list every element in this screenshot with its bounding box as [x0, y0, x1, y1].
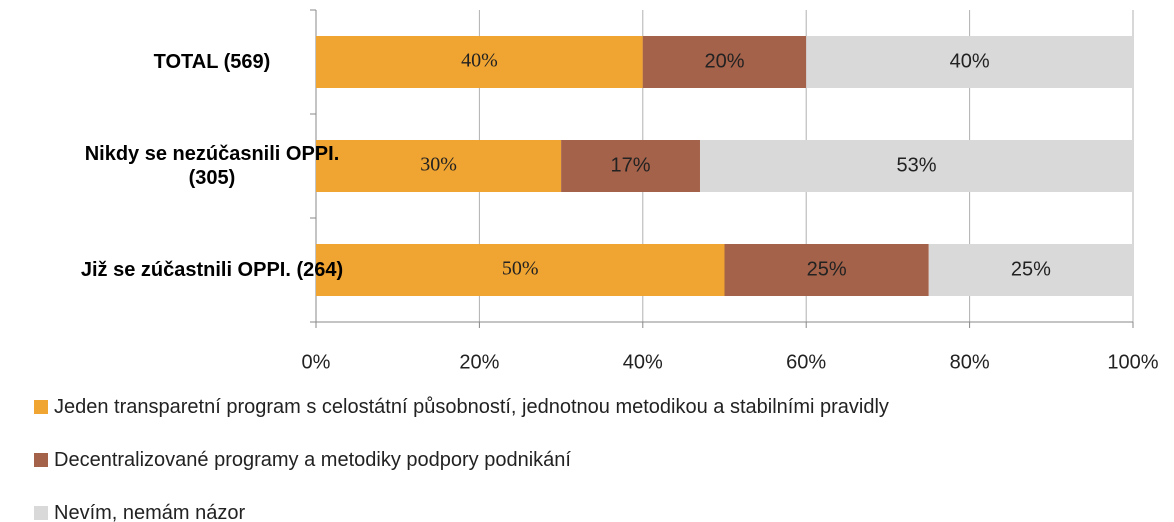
bar-segment [699, 140, 1133, 192]
legend-swatch [34, 400, 48, 414]
category-label: TOTAL (569) [153, 51, 271, 73]
value-label: 40% [950, 50, 990, 72]
legend-label: Nevím, nemám názor [54, 501, 246, 522]
value-label: 25% [1011, 258, 1051, 280]
legend-swatch [34, 506, 48, 520]
value-label: 30% [420, 154, 457, 176]
value-label: 25% [807, 258, 847, 280]
value-label: 53% [896, 154, 936, 176]
legend-label: Jeden transparetní program s celostátní … [54, 395, 889, 418]
x-tick-label: 0% [302, 351, 331, 373]
value-label: 20% [704, 50, 744, 72]
bar-segment [806, 36, 1133, 88]
bar-segment [316, 140, 562, 192]
bar-segment [316, 36, 643, 88]
x-tick-label: 60% [786, 351, 826, 373]
x-tick-label: 40% [623, 351, 663, 373]
bar-segment [724, 244, 929, 296]
bar-segment [642, 36, 807, 88]
value-label: 40% [461, 50, 498, 72]
legend-item: Jeden transparetní program s celostátní … [34, 395, 889, 419]
value-label: 50% [502, 258, 539, 280]
legend-swatch [34, 453, 48, 467]
bar-segment [928, 244, 1133, 296]
category-label: Nikdy se nezúčasnili OPPI. (305) [84, 143, 340, 189]
bar-segment [316, 244, 725, 296]
legend-label: Decentralizované programy a metodiky pod… [54, 448, 571, 471]
bar-segment [561, 140, 700, 192]
legend-item: Decentralizované programy a metodiky pod… [34, 448, 571, 472]
x-tick-label: 80% [950, 351, 990, 373]
x-tick-label: 100% [1107, 351, 1158, 373]
x-tick-label: 20% [459, 351, 499, 373]
legend-item: Nevím, nemám názor [34, 501, 245, 522]
value-label: 17% [611, 154, 651, 176]
category-label: Již se zúčastnili OPPI. (264) [80, 259, 344, 281]
